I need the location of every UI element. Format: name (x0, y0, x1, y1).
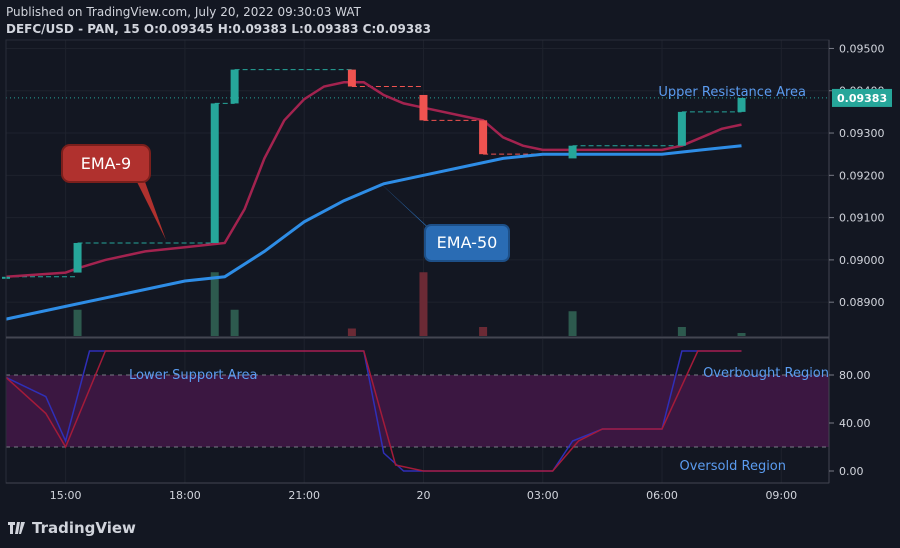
lower-support-label: Lower Support Area (129, 368, 258, 383)
tradingview-logo-icon (8, 522, 25, 534)
candle (737, 97, 746, 112)
candle (677, 111, 686, 146)
candle (210, 103, 219, 243)
axes: 0.095000.094000.093000.092000.091000.090… (50, 42, 892, 502)
price-tick-label: 0.09300 (839, 127, 885, 140)
pane-frames (5, 39, 830, 484)
candle (347, 69, 356, 87)
ema9-label-box (61, 144, 151, 183)
ema9-label: EMA-9 (81, 154, 131, 173)
stoch-tick-label: 80.00 (839, 369, 871, 382)
brand-name: TradingView (32, 519, 136, 537)
overbought-label: Overbought Region (703, 366, 829, 381)
oversold-label: Oversold Region (680, 459, 787, 474)
volume-bar (677, 327, 686, 336)
time-tick-label: 20 (416, 489, 430, 502)
candle (479, 120, 488, 155)
time-tick-label: 09:00 (765, 489, 797, 502)
ema50-line (5, 144, 742, 321)
symbol-ohlc-line: DEFC/USD - PAN, 15 O:0.09345 H:0.09383 L… (6, 22, 431, 36)
current-price-value: 0.09383 (837, 92, 887, 105)
time-tick-label: 18:00 (169, 489, 201, 502)
indicator-lines (5, 81, 742, 472)
price-tick-label: 0.09000 (839, 254, 885, 267)
publish-info: Published on TradingView.com, July 20, 2… (6, 5, 361, 19)
volume-bars (73, 272, 746, 336)
time-tick-label: 15:00 (50, 489, 82, 502)
ema9-line (5, 81, 742, 279)
candle (419, 94, 428, 121)
volume-bar (347, 328, 356, 336)
price-tick-label: 0.09100 (839, 212, 885, 225)
volume-bar (210, 272, 219, 336)
candle (568, 145, 577, 159)
stoch-band-fill (6, 375, 829, 447)
time-tick-label: 03:00 (527, 489, 559, 502)
upper-resistance-label: Upper Resistance Area (658, 85, 806, 100)
candle (230, 69, 239, 104)
stoch-tick-label: 0.00 (839, 465, 864, 478)
ema50-label: EMA-50 (437, 233, 498, 252)
price-tick-label: 0.09500 (839, 42, 885, 55)
current-price-tag (832, 88, 892, 107)
stoch-d-line (5, 350, 742, 472)
ema50-label-box (424, 224, 510, 262)
ema50-pointer (378, 181, 440, 238)
time-tick-label: 21:00 (288, 489, 320, 502)
volume-bar (230, 309, 239, 336)
volume-bar (73, 309, 82, 336)
annotations: EMA-9 EMA-50 Upper Resistance Area Lower Su… (61, 85, 829, 474)
tradingview-brand: TradingView (8, 519, 136, 537)
price-tick-label: 0.08900 (839, 296, 885, 309)
candle (73, 242, 82, 273)
time-tick-label: 06:00 (646, 489, 678, 502)
volume-bar (479, 327, 488, 336)
stoch-tick-label: 40.00 (839, 417, 871, 430)
volume-bar (568, 311, 577, 336)
volume-bar (419, 272, 428, 336)
volume-bar (737, 333, 746, 336)
stoch-band (6, 375, 829, 447)
price-tick-label: 0.09200 (839, 169, 885, 182)
